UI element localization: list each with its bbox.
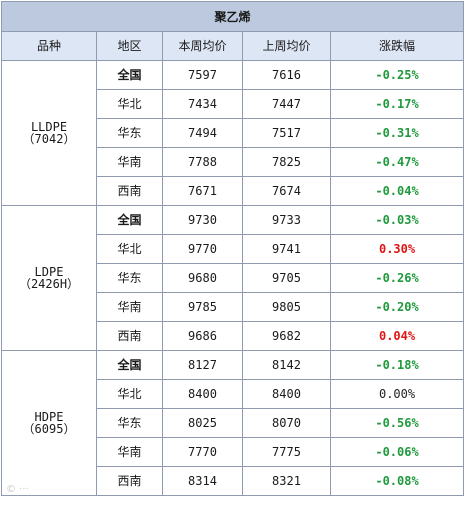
- table-row: 华南 9785 9805 -0.20%: [2, 292, 465, 322]
- this-week-price: 7770: [162, 437, 243, 467]
- title-row: 聚乙烯: [0, 1, 465, 32]
- last-week-price: 7825: [242, 147, 331, 177]
- change-value: -0.26%: [329, 263, 465, 293]
- product-name: LDPE: [34, 265, 64, 279]
- region-cell: 全国: [96, 350, 163, 380]
- this-week-price: 7671: [162, 176, 243, 206]
- region-cell: 华南: [96, 437, 163, 467]
- table-row: 华东 7494 7517 -0.31%: [2, 118, 465, 148]
- header-this-week: 本周均价: [162, 31, 243, 61]
- table-row: 西南 8314 8321 -0.08%: [2, 466, 465, 496]
- change-value: -0.03%: [329, 205, 465, 235]
- header-product: 品种: [1, 31, 97, 61]
- header-change: 涨跌幅: [329, 31, 465, 61]
- header-region: 地区: [96, 31, 163, 61]
- last-week-price: 7775: [242, 437, 331, 467]
- watermark: © ···: [6, 484, 29, 495]
- this-week-price: 9730: [162, 205, 243, 235]
- product-grade: （6095）: [22, 422, 76, 436]
- region-cell: 华南: [96, 147, 163, 177]
- table-row: LDPE （2426H） 全国 9730 9733 -0.03%: [1, 205, 465, 351]
- region-cell: 全国: [96, 205, 163, 235]
- this-week-price: 8127: [162, 350, 243, 380]
- region-cell: 华北: [96, 379, 163, 409]
- change-value: -0.31%: [329, 118, 465, 148]
- product-cell: LLDPE （7042）: [1, 60, 97, 206]
- product-name: HDPE: [34, 410, 64, 424]
- change-value: -0.47%: [329, 147, 465, 177]
- change-value: 0.00%: [329, 379, 465, 409]
- last-week-price: 8142: [242, 350, 331, 380]
- change-value: -0.06%: [329, 437, 465, 467]
- table-row: LLDPE （7042） 全国 7597 7616 -0.25%: [1, 60, 465, 206]
- change-value: -0.25%: [329, 60, 465, 90]
- product-grade: （2426H）: [18, 277, 80, 291]
- table-row: 华东 8025 8070 -0.56%: [2, 408, 465, 438]
- table-row: 华北 8400 8400 0.00%: [2, 379, 465, 409]
- region-cell: 华东: [96, 118, 163, 148]
- product-cell: LDPE （2426H）: [1, 205, 97, 351]
- last-week-price: 7616: [242, 60, 331, 90]
- change-value: -0.17%: [329, 89, 465, 119]
- this-week-price: 8400: [162, 379, 243, 409]
- last-week-price: 8400: [242, 379, 331, 409]
- change-value: 0.30%: [329, 234, 465, 264]
- change-value: -0.20%: [329, 292, 465, 322]
- this-week-price: 9770: [162, 234, 243, 264]
- this-week-price: 8314: [162, 466, 243, 496]
- this-week-price: 7788: [162, 147, 243, 177]
- last-week-price: 8321: [242, 466, 331, 496]
- last-week-price: 9705: [242, 263, 331, 293]
- header-last-week: 上周均价: [242, 31, 331, 61]
- last-week-price: 9741: [242, 234, 331, 264]
- change-value: -0.18%: [329, 350, 465, 380]
- region-cell: 华东: [96, 408, 163, 438]
- last-week-price: 9733: [242, 205, 331, 235]
- this-week-price: 7597: [162, 60, 243, 90]
- last-week-price: 8070: [242, 408, 331, 438]
- change-value: -0.04%: [329, 176, 465, 206]
- change-value: 0.04%: [329, 321, 465, 351]
- this-week-price: 7494: [162, 118, 243, 148]
- table-row: HDPE （6095） 全国 8127 8142 -0.18%: [1, 350, 465, 496]
- this-week-price: 9785: [162, 292, 243, 322]
- header-row: 品种 地区 本周均价 上周均价 涨跌幅: [1, 31, 465, 61]
- last-week-price: 9805: [242, 292, 331, 322]
- this-week-price: 8025: [162, 408, 243, 438]
- region-cell: 华北: [96, 89, 163, 119]
- table-title: 聚乙烯: [0, 1, 465, 32]
- last-week-price: 7674: [242, 176, 331, 206]
- table-row: 华北 7434 7447 -0.17%: [2, 89, 465, 119]
- table-row: 西南 9686 9682 0.04%: [2, 321, 465, 351]
- last-week-price: 7447: [242, 89, 331, 119]
- region-cell: 华北: [96, 234, 163, 264]
- region-cell: 西南: [96, 176, 163, 206]
- region-cell: 西南: [96, 321, 163, 351]
- region-cell: 全国: [96, 60, 163, 90]
- change-value: -0.08%: [329, 466, 465, 496]
- product-name: LLDPE: [30, 120, 68, 134]
- product-grade: （7042）: [22, 132, 76, 146]
- product-cell: HDPE （6095）: [1, 350, 97, 496]
- region-cell: 西南: [96, 466, 163, 496]
- this-week-price: 9686: [162, 321, 243, 351]
- last-week-price: 9682: [242, 321, 331, 351]
- change-value: -0.56%: [329, 408, 465, 438]
- region-cell: 华南: [96, 292, 163, 322]
- table-row: 华北 9770 9741 0.30%: [2, 234, 465, 264]
- this-week-price: 7434: [162, 89, 243, 119]
- last-week-price: 7517: [242, 118, 331, 148]
- this-week-price: 9680: [162, 263, 243, 293]
- region-cell: 华东: [96, 263, 163, 293]
